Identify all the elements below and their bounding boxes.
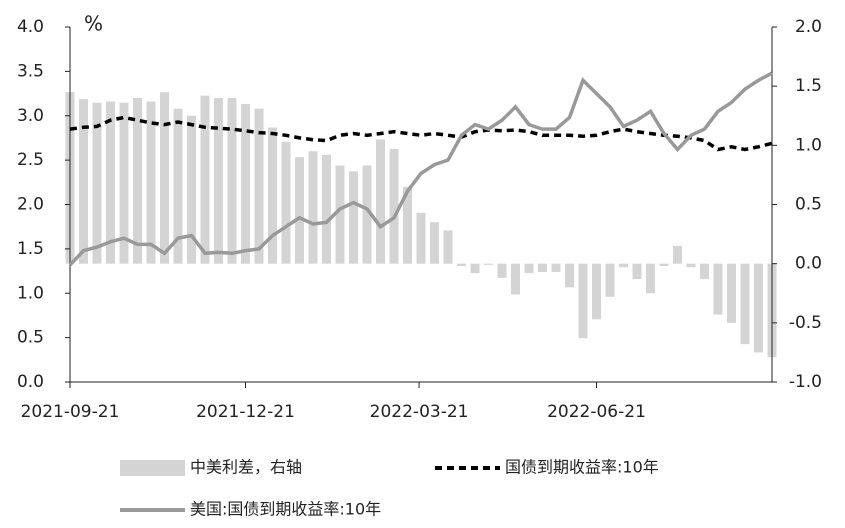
y2-tick-label: 0.5 (795, 195, 822, 215)
bar (160, 92, 169, 264)
x-tick-label: 2022-06-21 (547, 402, 646, 422)
bar (200, 95, 210, 264)
bar (538, 263, 547, 272)
y2-tick-label: 1.5 (795, 76, 822, 96)
y-tick-label: 3.5 (17, 61, 44, 81)
bar (605, 263, 615, 297)
bar (389, 148, 399, 264)
bar (268, 127, 277, 264)
bar (659, 263, 669, 267)
bar (173, 108, 183, 264)
bar (592, 263, 601, 320)
bar (430, 222, 439, 264)
y-tick-label: 3.0 (17, 106, 44, 126)
y2-tick-label: 0.0 (795, 254, 822, 274)
bar (443, 230, 453, 264)
bar (214, 98, 223, 264)
bar (700, 263, 709, 280)
bar (646, 263, 655, 294)
bar (376, 139, 385, 264)
bar (497, 263, 507, 278)
bar (254, 108, 264, 264)
x-tick-label: 2021-12-21 (196, 402, 295, 422)
y2-tick-label: -0.5 (789, 313, 822, 333)
bar (349, 171, 358, 264)
bar (79, 99, 88, 264)
y-tick-label: 4.0 (17, 17, 44, 37)
bar (106, 101, 115, 264)
bar (416, 212, 426, 264)
y2-tick-label: 2.0 (795, 17, 822, 37)
bar (308, 151, 318, 264)
x-tick-label: 2021-09-21 (21, 402, 120, 422)
bar (322, 154, 331, 264)
bar (551, 263, 561, 272)
bar (281, 141, 291, 264)
bar (632, 263, 642, 280)
bar (484, 263, 493, 265)
bar (146, 101, 156, 264)
line (69, 115, 773, 152)
bar (403, 186, 412, 264)
bar (740, 263, 750, 345)
bar (713, 263, 723, 315)
bar (578, 263, 588, 339)
bar (727, 263, 736, 323)
bar (119, 102, 129, 264)
bar (524, 263, 534, 274)
bar (187, 115, 196, 264)
y-tick-label: 2.0 (17, 195, 44, 215)
bar (673, 245, 682, 264)
legend-label: 国债到期收益率:10年 (505, 458, 659, 477)
bar (511, 263, 520, 295)
y-tick-label: 1.5 (17, 239, 44, 259)
bar (565, 263, 574, 288)
bar (335, 165, 345, 264)
bar (295, 157, 304, 264)
bar (619, 263, 628, 268)
bar (457, 263, 466, 267)
bar (133, 98, 142, 264)
x-tick-label: 2022-03-21 (370, 402, 469, 422)
bar (470, 263, 480, 274)
y2-tick-label: -1.0 (789, 372, 822, 392)
legend-swatch (120, 460, 185, 476)
bar (362, 165, 372, 264)
bar (92, 102, 102, 264)
y2-tick-label: 1.0 (795, 135, 822, 155)
y-tick-label: 2.5 (17, 150, 44, 170)
line (68, 71, 773, 267)
y-unit: % (84, 12, 103, 36)
bar (754, 263, 763, 353)
bar (241, 103, 250, 264)
y-tick-label: 0.0 (17, 372, 44, 392)
y-tick-label: 0.5 (17, 328, 44, 348)
legend-label: 中美利差，右轴 (190, 458, 302, 477)
bar (227, 98, 237, 264)
legend-label: 美国:国债到期收益率:10年 (190, 500, 381, 519)
bar (686, 263, 696, 268)
y-tick-label: 1.0 (17, 283, 44, 303)
